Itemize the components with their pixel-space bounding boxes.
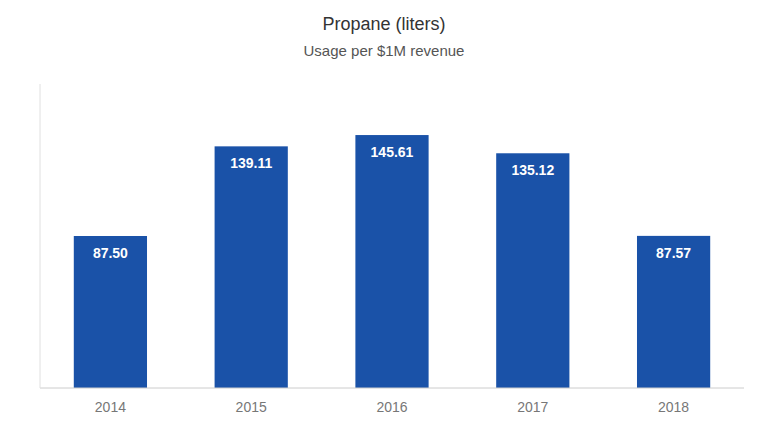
- data-label: 139.11: [230, 155, 272, 171]
- x-tick-label: 2017: [517, 399, 548, 415]
- y-axis-line: [40, 84, 41, 388]
- subtitle: Usage per $1M revenue: [304, 42, 465, 59]
- page: {"chart_data": {"type": "bar", "title": …: [0, 0, 768, 432]
- bar: [74, 236, 147, 388]
- data-label: 87.57: [656, 245, 691, 261]
- data-label: 135.12: [511, 162, 554, 178]
- data-labels: 87.50 139.11 145.61 135.12 87.57: [93, 144, 691, 261]
- data-label: 145.61: [371, 144, 414, 160]
- bar: [637, 236, 710, 388]
- bar: [215, 146, 288, 388]
- x-tick-label: 2014: [95, 399, 126, 415]
- x-tick-label: 2018: [658, 399, 689, 415]
- title: Propane (liters): [322, 14, 445, 34]
- chart-svg: Propane (liters) Usage per $1M revenue 201…: [0, 0, 768, 432]
- x-tick-label: 2016: [376, 399, 407, 415]
- chart-container: Propane (liters) Usage per $1M revenue 201…: [0, 0, 768, 432]
- x-axis-line: [40, 388, 744, 389]
- bars: [74, 135, 710, 388]
- x-tick-label: 2015: [236, 399, 267, 415]
- bar: [355, 135, 428, 388]
- data-label: 87.50: [93, 245, 128, 261]
- bar: [496, 153, 569, 388]
